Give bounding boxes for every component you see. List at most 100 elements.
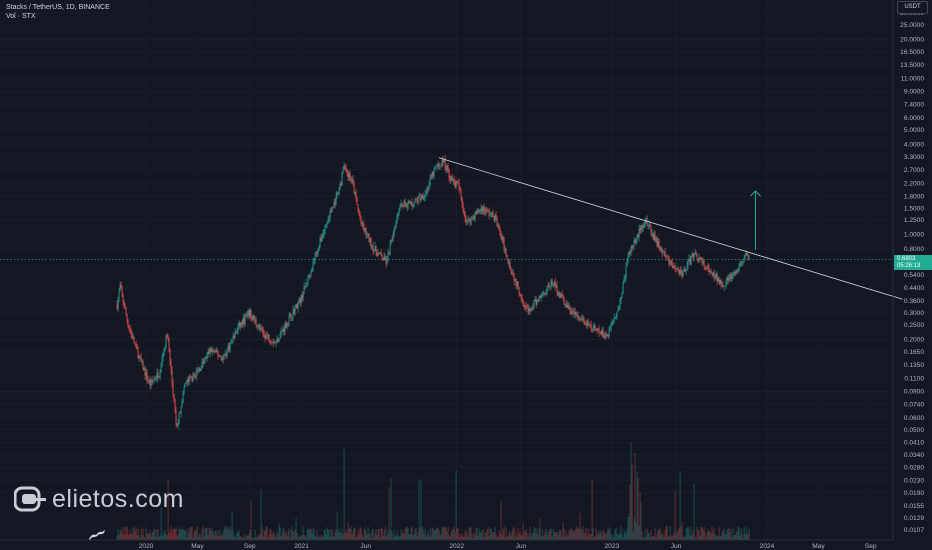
- volume-bar: [242, 537, 244, 540]
- candle-body: [645, 219, 647, 222]
- candle-body: [487, 209, 489, 211]
- candle-body: [212, 349, 214, 351]
- volume-bar: [747, 533, 749, 540]
- candles: [116, 154, 750, 430]
- volume-bar: [269, 528, 271, 540]
- volume-bar: [121, 527, 123, 540]
- volume-bar: [190, 526, 192, 540]
- candle-body: [351, 179, 353, 182]
- volume-bar: [224, 526, 226, 540]
- candle-body: [256, 324, 258, 328]
- volume-bar: [200, 537, 202, 540]
- candle-body: [577, 316, 579, 317]
- candle-body: [200, 368, 202, 371]
- volume-bar: [597, 531, 599, 540]
- candle-body: [569, 306, 571, 312]
- candle-body: [278, 338, 280, 342]
- volume-bar: [610, 533, 612, 540]
- candle-body: [627, 255, 629, 262]
- candle-body: [734, 271, 736, 274]
- candle-body: [743, 258, 745, 262]
- candle-body: [379, 252, 381, 254]
- candle-body: [562, 296, 564, 299]
- candle-body: [258, 325, 260, 328]
- volume-bar: [468, 528, 470, 540]
- currency-button[interactable]: USDT: [897, 1, 928, 14]
- candle-body: [696, 254, 698, 260]
- volume-bar: [635, 522, 637, 540]
- candle-body: [296, 303, 298, 309]
- volume-bar: [174, 529, 176, 540]
- projection-arrow[interactable]: [750, 190, 761, 250]
- candle-body: [698, 256, 700, 261]
- volume-bar: [192, 537, 194, 540]
- candle-body: [523, 304, 525, 307]
- price-tick-label: 0.1650: [904, 349, 925, 356]
- candle-body: [681, 273, 683, 277]
- volume-bar: [437, 527, 439, 540]
- volume-bar: [153, 528, 155, 540]
- volume-bar: [605, 533, 607, 540]
- volume-bar: [651, 537, 653, 540]
- symbol-title[interactable]: Stacks / TetherUS, 1D, BINANCE: [6, 4, 110, 11]
- candle-body: [318, 245, 320, 251]
- candle-body: [221, 356, 223, 361]
- volume-bar: [331, 530, 333, 540]
- volume-bar: [353, 527, 355, 540]
- candle-body: [263, 333, 265, 335]
- volume-bar: [693, 483, 695, 540]
- candle-body: [655, 237, 657, 241]
- price-axis: 30.000025.000020.000016.500013.500011.00…: [900, 10, 924, 534]
- volume-bar: [172, 529, 174, 540]
- volume-bar: [522, 522, 524, 540]
- volume-bar: [456, 527, 458, 540]
- tradingview-logo-icon[interactable]: [88, 528, 106, 540]
- candle-body: [717, 278, 719, 282]
- watermark-logo-icon: [13, 486, 50, 512]
- volume-bar: [142, 528, 144, 540]
- volume-bar: [735, 531, 737, 540]
- volume-label[interactable]: Vol · STX: [6, 13, 36, 20]
- volume-bar: [164, 531, 166, 540]
- volume-bar: [627, 516, 629, 540]
- candle-body: [376, 252, 378, 257]
- candle-body: [671, 262, 673, 267]
- candle-body: [506, 254, 508, 260]
- candle-body: [239, 322, 241, 327]
- trendline[interactable]: [438, 157, 903, 300]
- candle-body: [447, 166, 449, 171]
- volume-bar: [527, 537, 529, 540]
- volume-bar: [575, 526, 577, 540]
- candle-body: [471, 216, 473, 218]
- candle-body: [138, 355, 140, 359]
- volume-bar: [529, 527, 531, 540]
- price-tick-label: 2.7000: [904, 167, 925, 174]
- candle-body: [486, 209, 488, 210]
- candle-body: [183, 387, 185, 392]
- volume-bar: [422, 529, 424, 540]
- candle-body: [252, 315, 254, 320]
- last-price-value: 0.6803: [897, 255, 916, 262]
- candle-body: [664, 251, 666, 256]
- candle-body: [621, 293, 623, 297]
- time-tick-label: Sep: [865, 543, 877, 550]
- time-tick-label: 2020: [139, 543, 154, 550]
- volume-bar: [382, 535, 384, 540]
- candle-body: [542, 292, 544, 293]
- volume-bar: [732, 528, 734, 540]
- volume-bar: [147, 533, 149, 540]
- candle-body: [403, 201, 405, 207]
- volume-bar: [496, 536, 498, 540]
- volume-bar: [505, 527, 507, 540]
- volume-bar: [617, 534, 619, 540]
- candle-body: [400, 203, 402, 205]
- candle-body: [697, 259, 699, 261]
- volume-bar: [745, 526, 747, 540]
- candle-body: [745, 253, 747, 256]
- candle-body: [567, 304, 569, 309]
- candle-body: [435, 166, 437, 169]
- volume-bar: [500, 500, 502, 540]
- candle-body: [630, 246, 632, 254]
- volume-bar: [498, 530, 500, 540]
